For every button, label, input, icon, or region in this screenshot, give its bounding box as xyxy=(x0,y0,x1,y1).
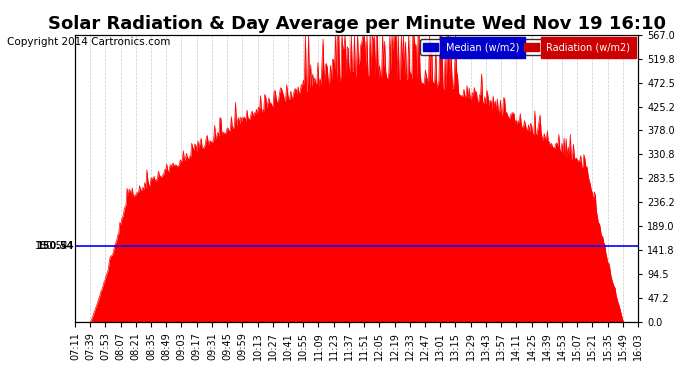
Legend: Median (w/m2), Radiation (w/m2): Median (w/m2), Radiation (w/m2) xyxy=(420,39,633,55)
Text: 150.54: 150.54 xyxy=(35,241,69,251)
Text: Copyright 2014 Cartronics.com: Copyright 2014 Cartronics.com xyxy=(7,37,170,47)
Text: 150.54: 150.54 xyxy=(37,241,75,251)
Title: Solar Radiation & Day Average per Minute Wed Nov 19 16:10: Solar Radiation & Day Average per Minute… xyxy=(48,15,666,33)
